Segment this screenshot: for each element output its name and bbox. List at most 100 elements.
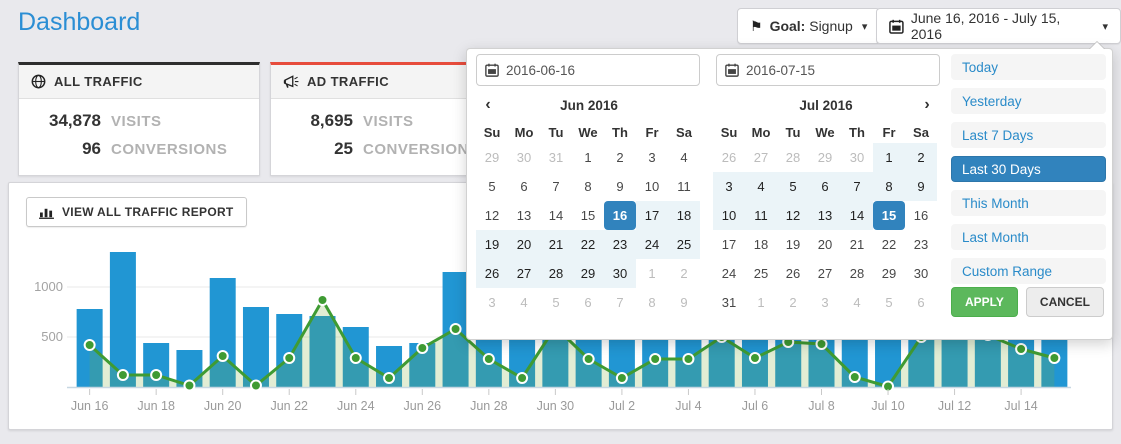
data-point[interactable]	[1048, 352, 1061, 364]
data-point[interactable]	[615, 372, 628, 384]
day-cell[interactable]: 4	[853, 295, 861, 310]
day-cell[interactable]: 1	[757, 295, 765, 310]
end-date-field[interactable]	[716, 54, 940, 86]
data-point[interactable]	[516, 372, 529, 384]
day-cell[interactable]: 9	[616, 179, 624, 194]
day-cell[interactable]: 8	[873, 172, 905, 201]
day-cell[interactable]: 6	[584, 295, 592, 310]
start-date-input[interactable]	[506, 62, 676, 78]
day-cell[interactable]: 27	[508, 259, 540, 288]
view-all-traffic-report-button[interactable]: VIEW ALL TRAFFIC REPORT	[26, 197, 247, 227]
data-point[interactable]	[748, 352, 761, 364]
day-cell[interactable]: 29	[817, 150, 833, 165]
data-point[interactable]	[316, 294, 329, 306]
selected-day-cell[interactable]: 15	[873, 201, 905, 230]
bar[interactable]	[276, 314, 303, 387]
day-cell[interactable]: 9	[905, 172, 937, 201]
day-cell[interactable]: 31	[548, 150, 564, 165]
range-item-last-30-days[interactable]: Last 30 Days	[951, 156, 1106, 182]
day-cell[interactable]: 20	[817, 237, 833, 252]
day-cell[interactable]: 27	[817, 266, 833, 281]
chevron-left-icon[interactable]: ‹	[485, 96, 491, 113]
data-point[interactable]	[815, 338, 828, 350]
day-cell[interactable]: 14	[548, 208, 564, 223]
day-cell[interactable]: 23	[604, 230, 636, 259]
day-cell[interactable]: 21	[849, 237, 865, 252]
day-cell[interactable]: 21	[540, 230, 572, 259]
bar[interactable]	[209, 278, 236, 387]
day-cell[interactable]: 29	[881, 266, 897, 281]
data-point[interactable]	[383, 372, 396, 384]
range-item-custom-range[interactable]: Custom Range	[951, 258, 1106, 284]
data-point[interactable]	[249, 379, 262, 392]
data-point[interactable]	[582, 353, 595, 365]
day-cell[interactable]: 24	[636, 230, 668, 259]
day-cell[interactable]: 17	[636, 201, 668, 230]
data-point[interactable]	[682, 353, 695, 365]
day-cell[interactable]: 30	[913, 266, 929, 281]
chevron-right-icon[interactable]: ›	[924, 96, 930, 113]
selected-day-cell[interactable]: 16	[604, 201, 636, 230]
day-cell[interactable]: 22	[572, 230, 604, 259]
day-cell[interactable]: 18	[753, 237, 769, 252]
day-cell[interactable]: 10	[713, 201, 745, 230]
data-point[interactable]	[150, 369, 163, 381]
day-cell[interactable]: 25	[668, 230, 700, 259]
day-cell[interactable]: 10	[644, 179, 660, 194]
day-cell[interactable]: 23	[913, 237, 929, 252]
bar[interactable]	[109, 252, 136, 387]
daterange-button[interactable]: June 16, 2016 - July 15, 2016 ▾	[876, 8, 1121, 44]
day-cell[interactable]: 1	[584, 150, 592, 165]
day-cell[interactable]: 29	[484, 150, 500, 165]
day-cell[interactable]: 19	[476, 230, 508, 259]
day-cell[interactable]: 13	[516, 208, 532, 223]
bar[interactable]	[309, 316, 336, 387]
day-cell[interactable]: 5	[885, 295, 893, 310]
day-cell[interactable]: 22	[881, 237, 897, 252]
day-cell[interactable]: 28	[540, 259, 572, 288]
day-cell[interactable]: 12	[777, 201, 809, 230]
day-cell[interactable]: 18	[668, 201, 700, 230]
range-item-last-7-days[interactable]: Last 7 Days	[951, 122, 1106, 148]
day-cell[interactable]: 1	[873, 143, 905, 172]
day-cell[interactable]: 11	[745, 201, 777, 230]
data-point[interactable]	[83, 339, 96, 351]
day-cell[interactable]: 2	[680, 266, 688, 281]
day-cell[interactable]: 6	[520, 179, 528, 194]
day-cell[interactable]: 20	[508, 230, 540, 259]
day-cell[interactable]: 3	[713, 172, 745, 201]
apply-button[interactable]: APPLY	[951, 287, 1018, 317]
data-point[interactable]	[349, 352, 362, 364]
day-cell[interactable]: 26	[721, 150, 737, 165]
bar[interactable]	[875, 339, 902, 387]
day-cell[interactable]: 17	[721, 237, 737, 252]
day-cell[interactable]: 26	[785, 266, 801, 281]
data-point[interactable]	[649, 353, 662, 365]
day-cell[interactable]: 6	[809, 172, 841, 201]
day-cell[interactable]: 1	[648, 266, 656, 281]
data-point[interactable]	[1015, 343, 1028, 355]
day-cell[interactable]: 28	[785, 150, 801, 165]
data-point[interactable]	[116, 369, 129, 381]
range-item-yesterday[interactable]: Yesterday	[951, 88, 1106, 114]
day-cell[interactable]: 8	[584, 179, 592, 194]
day-cell[interactable]: 27	[753, 150, 769, 165]
day-cell[interactable]: 28	[849, 266, 865, 281]
day-cell[interactable]: 8	[648, 295, 656, 310]
goal-selector-button[interactable]: ⚑ Goal: Signup ▾	[737, 8, 881, 44]
data-point[interactable]	[416, 342, 429, 354]
day-cell[interactable]: 31	[721, 295, 737, 310]
day-cell[interactable]: 19	[785, 237, 801, 252]
day-cell[interactable]: 4	[745, 172, 777, 201]
day-cell[interactable]: 16	[913, 208, 929, 223]
day-cell[interactable]: 26	[476, 259, 508, 288]
day-cell[interactable]: 4	[520, 295, 528, 310]
bar[interactable]	[242, 307, 269, 387]
day-cell[interactable]: 9	[680, 295, 688, 310]
day-cell[interactable]: 6	[917, 295, 925, 310]
data-point[interactable]	[449, 323, 462, 335]
day-cell[interactable]: 30	[516, 150, 532, 165]
day-cell[interactable]: 3	[821, 295, 829, 310]
cancel-button[interactable]: CANCEL	[1025, 287, 1104, 317]
day-cell[interactable]: 3	[488, 295, 496, 310]
